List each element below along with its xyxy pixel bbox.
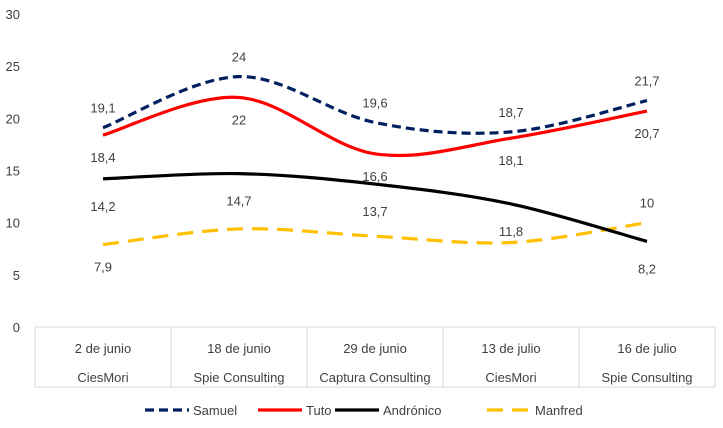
y-tick-label: 5 [13, 268, 20, 283]
series-line-andrónico [102, 171, 648, 243]
x-tick-date: 2 de junio [75, 341, 131, 356]
x-tick-date: 16 de julio [617, 341, 676, 356]
data-label: 19,6 [362, 96, 387, 111]
x-tick-company: Spie Consulting [601, 370, 692, 385]
legend-label: Andrónico [383, 403, 442, 418]
data-label: 19,1 [90, 101, 115, 116]
data-label: 22 [232, 112, 246, 127]
y-tick-label: 20 [6, 111, 20, 126]
data-label: 16,6 [362, 169, 387, 184]
legend-label: Tuto [306, 403, 332, 418]
x-tick-date: 13 de julio [481, 341, 540, 356]
data-label: 8,2 [638, 261, 656, 276]
data-label: 10 [640, 196, 654, 211]
data-label: 13,7 [362, 204, 387, 219]
y-tick-label: 25 [6, 59, 20, 74]
series-line-tuto [102, 95, 648, 158]
data-label: 24 [232, 50, 246, 65]
data-label: 18,7 [498, 105, 523, 120]
series-line-samuel [102, 74, 648, 135]
x-tick-company: CiesMori [485, 370, 536, 385]
legend-label: Samuel [193, 403, 237, 418]
data-label: 7,9 [94, 260, 112, 275]
series-line-manfred [102, 221, 648, 247]
x-tick-company: CiesMori [77, 370, 128, 385]
x-tick-date: 18 de junio [207, 341, 271, 356]
data-label: 18,4 [90, 150, 115, 165]
y-tick-label: 15 [6, 164, 20, 179]
y-tick-label: 10 [6, 216, 20, 231]
data-label: 14,7 [226, 194, 251, 209]
y-tick-label: 0 [13, 320, 20, 335]
data-label: 14,2 [90, 199, 115, 214]
data-label: 11,8 [499, 224, 523, 239]
data-label: 21,7 [634, 74, 659, 89]
data-label: 18,1 [498, 153, 523, 168]
legend-label: Manfred [535, 403, 583, 418]
x-tick-company: Spie Consulting [193, 370, 284, 385]
x-tick-date: 29 de junio [343, 341, 407, 356]
data-label: 20,7 [634, 126, 659, 141]
y-tick-label: 30 [6, 7, 20, 22]
x-tick-company: Captura Consulting [319, 370, 430, 385]
